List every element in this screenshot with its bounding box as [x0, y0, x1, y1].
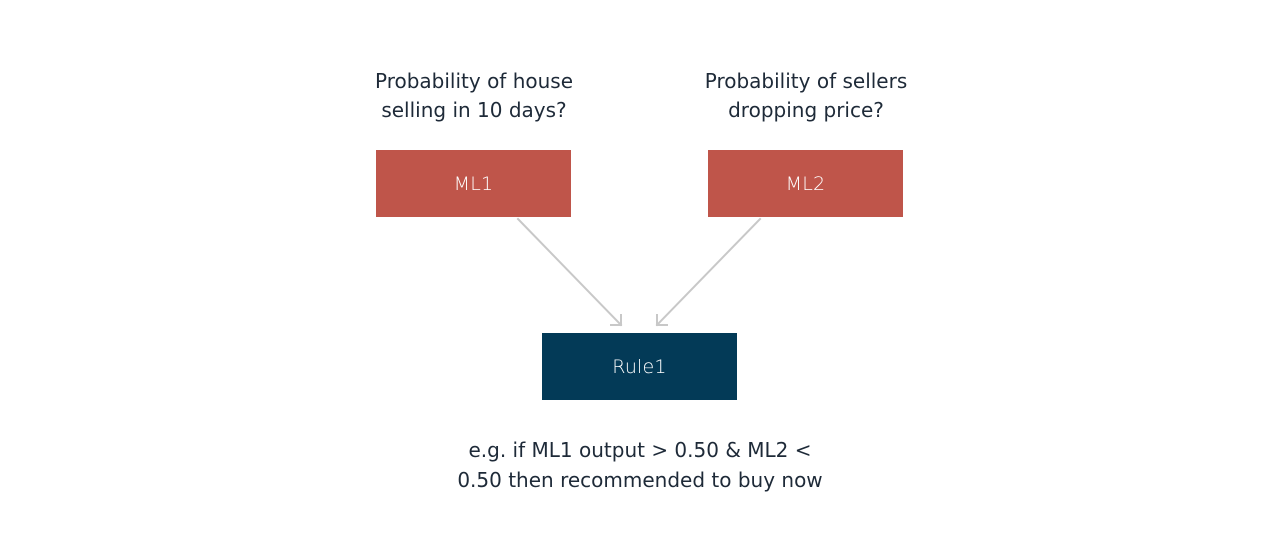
- ml1-node: ML1: [376, 150, 571, 217]
- rule1-node-label: Rule1: [612, 355, 667, 378]
- rule-example-line-1: e.g. if ML1 output > 0.50 & ML2 <: [468, 438, 812, 462]
- arrow-ml1-to-rule1: [516, 217, 623, 327]
- rule-example-caption: e.g. if ML1 output > 0.50 & ML2 < 0.50 t…: [440, 435, 840, 495]
- rule-example-line-2: 0.50 then recommended to buy now: [457, 468, 823, 492]
- ml2-question-label: Probability of sellers dropping price?: [704, 69, 908, 122]
- ml2-node-label: ML2: [785, 172, 826, 195]
- rule1-node: Rule1: [542, 333, 737, 400]
- arrow-ml2-to-rule1: [655, 217, 762, 327]
- ml2-node: ML2: [708, 150, 903, 217]
- ml1-node-label: ML1: [453, 172, 494, 195]
- ml1-question-label: Probability of house selling in 10 days?: [374, 69, 574, 122]
